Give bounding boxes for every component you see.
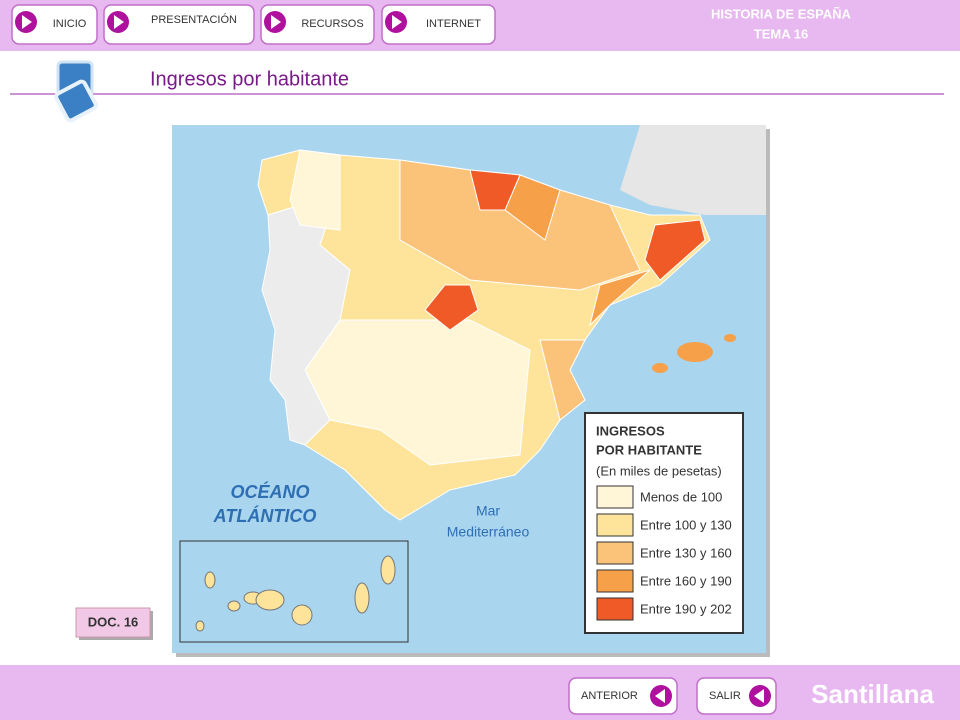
- spain-region: [644, 219, 706, 281]
- nav-button-bg[interactable]: [381, 4, 496, 45]
- ocean-label: ATLÁNTICO: [213, 505, 317, 526]
- nav-button[interactable]: INICIO: [11, 4, 98, 45]
- nav-button-bg[interactable]: [103, 4, 255, 45]
- legend-label: Menos de 100: [640, 489, 722, 504]
- page-title: Ingresos por habitante: [150, 68, 349, 90]
- spain-region: [539, 339, 586, 421]
- legend-swatch: [596, 513, 634, 537]
- nav-button[interactable]: RECURSOS: [260, 4, 375, 45]
- island: [677, 342, 713, 362]
- spain-region: [469, 169, 521, 211]
- nav-button-label[interactable]: INTERNET: [426, 18, 481, 30]
- legend-label: Entre 130 y 160: [640, 545, 732, 560]
- island: [724, 334, 736, 342]
- ocean-label: OCÉANO: [230, 481, 309, 502]
- legend-label: Entre 100 y 130: [640, 517, 732, 532]
- spain-region: [424, 284, 479, 331]
- sea-label: Mar: [476, 503, 500, 519]
- island: [652, 363, 668, 373]
- sea-label: Mediterráneo: [447, 524, 530, 540]
- canary-islands: [195, 555, 396, 632]
- doc-label: DOC. 16: [88, 614, 139, 629]
- nav-button-arrow[interactable]: [22, 15, 32, 29]
- legend-label: Entre 190 y 202: [640, 601, 732, 616]
- footer-button-label[interactable]: SALIR: [709, 690, 741, 702]
- nav-button-arrow[interactable]: [271, 15, 281, 29]
- legend-label: Entre 160 y 190: [640, 573, 732, 588]
- spain-region: [304, 319, 531, 466]
- nav-button[interactable]: INTERNET: [381, 4, 496, 45]
- title-icon: [54, 60, 98, 123]
- nav-button-label[interactable]: INICIO: [53, 18, 87, 30]
- nav-button-label[interactable]: RECURSOS: [301, 18, 363, 30]
- legend-swatch: [596, 541, 634, 565]
- france: [620, 125, 766, 215]
- spain-region: [289, 149, 341, 231]
- legend-items: Menos de 100 Entre 100 y 130 Entre 130 y 1…: [596, 485, 732, 621]
- footer-button-label[interactable]: ANTERIOR: [581, 690, 638, 702]
- footer-button[interactable]: ANTERIOR: [568, 677, 678, 715]
- legend-swatch: [596, 485, 634, 509]
- header-unit: TEMA 16: [754, 26, 808, 41]
- nav-button-label[interactable]: PRESENTACIÓN: [151, 13, 237, 26]
- nav-button-arrow[interactable]: [114, 15, 124, 29]
- footer-button-bg[interactable]: [568, 677, 678, 715]
- doc-label-box: [75, 607, 151, 638]
- nav-button[interactable]: PRESENTACIÓN: [103, 4, 255, 45]
- footer-button[interactable]: SALIR: [696, 677, 777, 715]
- footer-nav: ANTERIOR SALIR: [568, 677, 777, 715]
- legend-title: INGRESOS: [596, 423, 665, 438]
- footer-button-arrow[interactable]: [655, 689, 665, 703]
- spain-region: [589, 269, 651, 327]
- footer-button-arrow[interactable]: [754, 689, 764, 703]
- canary-inset: [179, 540, 409, 643]
- nav-button-bg[interactable]: [260, 4, 375, 45]
- nav-button-arrow[interactable]: [392, 15, 402, 29]
- legend-swatch: [596, 569, 634, 593]
- header-subject: HISTORIA DE ESPAÑA: [711, 6, 852, 21]
- map: OCÉANO ATLÁNTICO Mar Mediterráneo INGRES…: [172, 125, 766, 653]
- footer-band: [0, 665, 960, 720]
- legend-subtitle: (En miles de pesetas): [596, 463, 722, 478]
- nav-bar: INICIO PRESENTACIÓN RECURSOS INTERNET: [11, 4, 496, 45]
- brand: Santillana: [811, 679, 934, 709]
- legend-title: POR HABITANTE: [596, 442, 702, 457]
- legend-swatch: [596, 597, 634, 621]
